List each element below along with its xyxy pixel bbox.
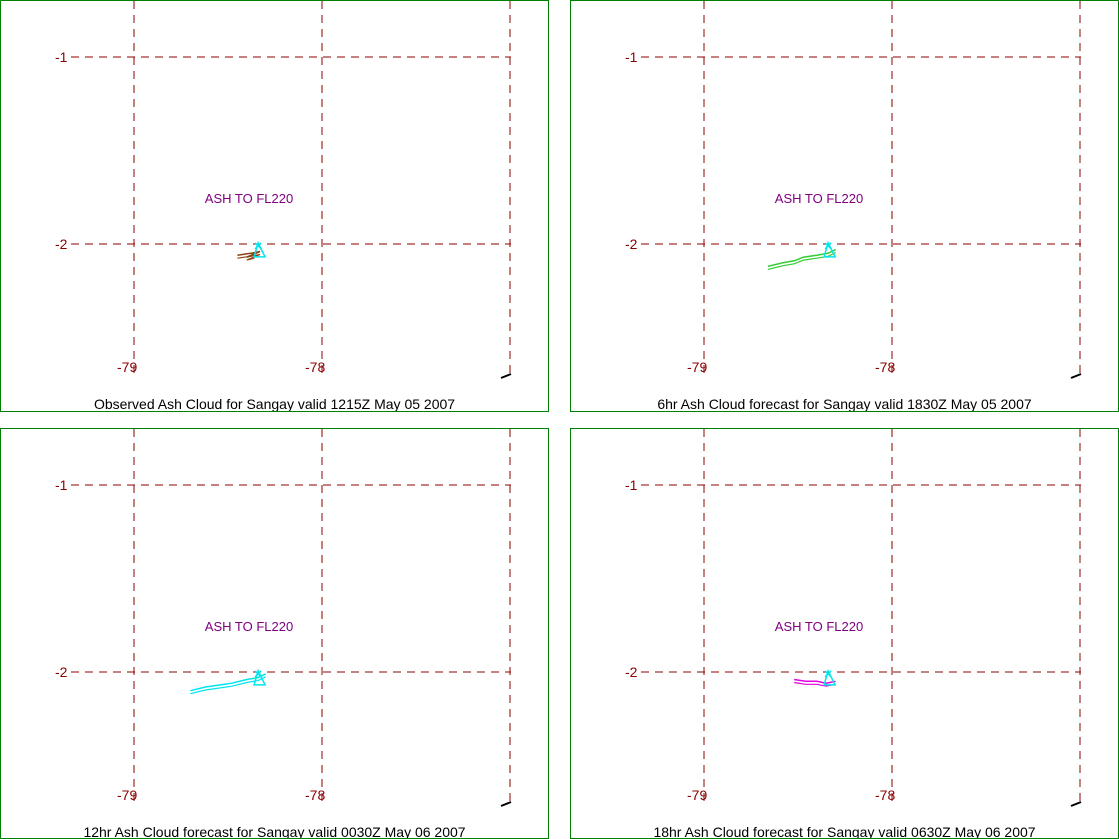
- volcano-marker: [824, 670, 832, 678]
- latitude-label: -2: [55, 236, 68, 252]
- longitude-label: -78: [875, 787, 895, 803]
- ash-cloud-outline: [794, 678, 836, 684]
- panel-caption: Observed Ash Cloud for Sangay valid 1215…: [93, 396, 456, 412]
- volcano-marker: [823, 668, 837, 686]
- latitude-label: -1: [625, 49, 638, 65]
- latitude-label: -1: [55, 49, 68, 65]
- panel-caption: 18hr Ash Cloud forecast for Sangay valid…: [653, 824, 1036, 839]
- longitude-label: -79: [117, 787, 137, 803]
- ash-cloud-outline: [767, 252, 836, 270]
- ash-cloud-outline: [237, 253, 261, 261]
- longitude-label: -79: [117, 359, 137, 375]
- volcano-marker: [253, 240, 267, 258]
- longitude-label: -79: [687, 787, 707, 803]
- map-canvas: -1 -2 -79 -78 ASH TO FL220: [625, 429, 1082, 807]
- map-canvas: -1 -2 -79 -78 ASH TO FL220: [55, 1, 512, 379]
- volcano-marker: [254, 670, 262, 678]
- ash-height-label: ASH TO FL220: [205, 191, 293, 206]
- latitude-label: -2: [625, 664, 638, 680]
- ash-height-label: ASH TO FL220: [775, 191, 863, 206]
- longitude-label: -78: [305, 787, 325, 803]
- ash-cloud-outline: [190, 676, 266, 695]
- coastline-fragment: [500, 373, 512, 379]
- map-panel-6hr: -1 -2 -79 -78 ASH TO FL220 6hr Ash Cloud for…: [570, 0, 1119, 412]
- latitude-label: -2: [55, 664, 68, 680]
- longitude-label: -78: [305, 359, 325, 375]
- ash-height-label: ASH TO FL220: [775, 619, 863, 634]
- coastline-fragment: [500, 801, 512, 807]
- ash-height-label: ASH TO FL220: [205, 619, 293, 634]
- map-panel-18hr: -1 -2 -79 -78 ASH TO FL220 18hr Ash Cloud fo…: [570, 428, 1119, 839]
- longitude-label: -78: [875, 359, 895, 375]
- map-panel-observed: -1 -2 -79 -78 ASH TO FL220 Observed Ash Clou…: [0, 0, 549, 412]
- longitude-label: -79: [687, 359, 707, 375]
- ash-cloud-outline: [190, 673, 266, 692]
- panel-caption: 12hr Ash Cloud forecast for Sangay valid…: [83, 824, 466, 839]
- latitude-label: -1: [55, 477, 68, 493]
- coastline-fragment: [1070, 373, 1082, 379]
- latitude-label: -2: [625, 236, 638, 252]
- volcano-marker: [253, 668, 267, 686]
- map-canvas: -1 -2 -79 -78 ASH TO FL220: [625, 1, 1082, 379]
- coastline-fragment: [1070, 801, 1082, 807]
- volcano-marker: [823, 240, 837, 258]
- ash-cloud-outline: [767, 248, 836, 268]
- map-canvas: -1 -2 -79 -78 ASH TO FL220: [55, 429, 512, 807]
- latitude-label: -1: [625, 477, 638, 493]
- volcano-marker: [824, 242, 832, 250]
- volcano-marker: [254, 242, 262, 250]
- map-panel-12hr: -1 -2 -79 -78 ASH TO FL220 12hr Ash Cloud fo…: [0, 428, 549, 839]
- panel-caption: 6hr Ash Cloud forecast for Sangay valid …: [657, 396, 1032, 412]
